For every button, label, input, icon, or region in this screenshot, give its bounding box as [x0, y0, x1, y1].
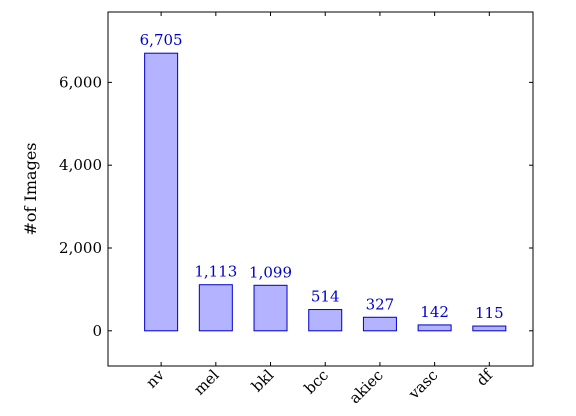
x-tick-label-df: df	[473, 365, 497, 389]
y-tick-label: 2,000	[59, 239, 102, 257]
bar-akiec	[362, 316, 397, 332]
data-label-mel: 1,113	[194, 263, 237, 281]
x-tick-label-vasc: vasc	[404, 366, 441, 403]
x-tick-label-bcc: bcc	[301, 366, 332, 397]
x-tick-label-akiec: akiec	[346, 366, 387, 407]
data-label-vasc: 142	[420, 303, 449, 321]
bar-bkl	[253, 284, 288, 332]
y-tick-label: 0	[92, 322, 102, 340]
plot-frame	[107, 11, 534, 367]
bar-bcc	[308, 309, 343, 332]
bar-mel	[198, 284, 233, 332]
data-label-bcc: 514	[311, 288, 340, 306]
data-label-bkl: 1,099	[249, 263, 292, 281]
data-label-df: 115	[475, 304, 504, 322]
x-tick-label-nv: nv	[142, 366, 168, 392]
plot-area: 0 2,000 4,000 6,000 6,705 nv 1,113 mel 1,099 bkl 5…	[59, 11, 534, 407]
x-tick-label-bkl: bkl	[248, 366, 277, 395]
y-axis-title: #of Images	[21, 143, 40, 236]
x-tick-label-mel: mel	[190, 366, 223, 399]
y-tick-label: 4,000	[59, 156, 102, 174]
bar-nv	[144, 52, 179, 332]
data-label-akiec: 327	[366, 295, 395, 313]
bar-vasc	[417, 324, 452, 332]
data-label-nv: 6,705	[140, 31, 183, 49]
bar-df	[472, 325, 507, 332]
y-tick-label: 6,000	[59, 73, 102, 91]
